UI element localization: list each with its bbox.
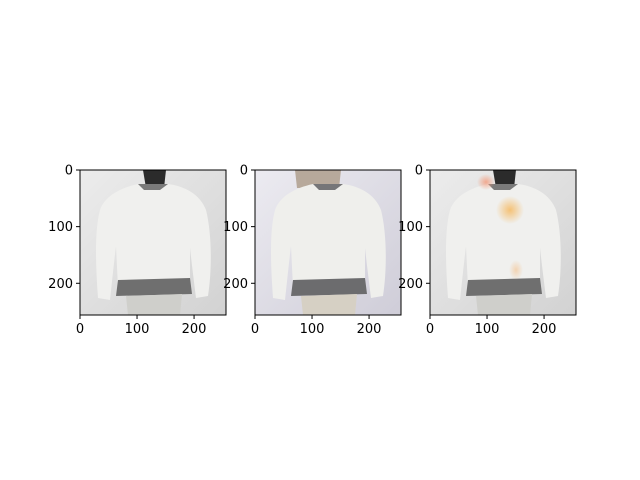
panel-1 [79,169,227,316]
x-tick-label: 0 [426,322,434,337]
panel-2 [254,169,402,316]
y-tick-label: 0 [65,164,73,179]
x-tick-label: 0 [251,322,259,337]
x-tick-label: 100 [475,322,500,337]
panel-3-axes: 0 100 200 0 100 200 [398,164,556,338]
x-tick-label: 200 [357,322,382,337]
y-tick-label: 0 [240,164,248,179]
panel-2-frame [254,169,402,316]
axes-layer: 0 100 200 0 100 200 0 100 200 0 100 200 0 100 200 0 100 2… [48,164,556,338]
panel-1-frame [79,169,227,316]
saliency-overlay [477,174,524,280]
panel-3-image [430,170,576,315]
x-tick-label: 200 [182,322,207,337]
panel-2-image [255,170,401,315]
panel-3-frame [429,169,577,316]
x-tick-label: 0 [76,322,84,337]
x-tick-label: 100 [125,322,150,337]
y-tick-label: 200 [223,277,248,292]
x-tick-label: 100 [300,322,325,337]
y-tick-label: 200 [48,277,73,292]
panel-2-axes: 0 100 200 0 100 200 [223,164,381,338]
y-tick-label: 0 [415,164,423,179]
panel-1-axes: 0 100 200 0 100 200 [48,164,206,338]
panel-1-image [80,170,226,315]
y-tick-label: 100 [48,220,73,235]
y-tick-label: 100 [223,220,248,235]
y-tick-label: 200 [398,277,423,292]
y-tick-label: 100 [398,220,423,235]
x-tick-label: 200 [532,322,557,337]
panel-3 [429,169,577,316]
